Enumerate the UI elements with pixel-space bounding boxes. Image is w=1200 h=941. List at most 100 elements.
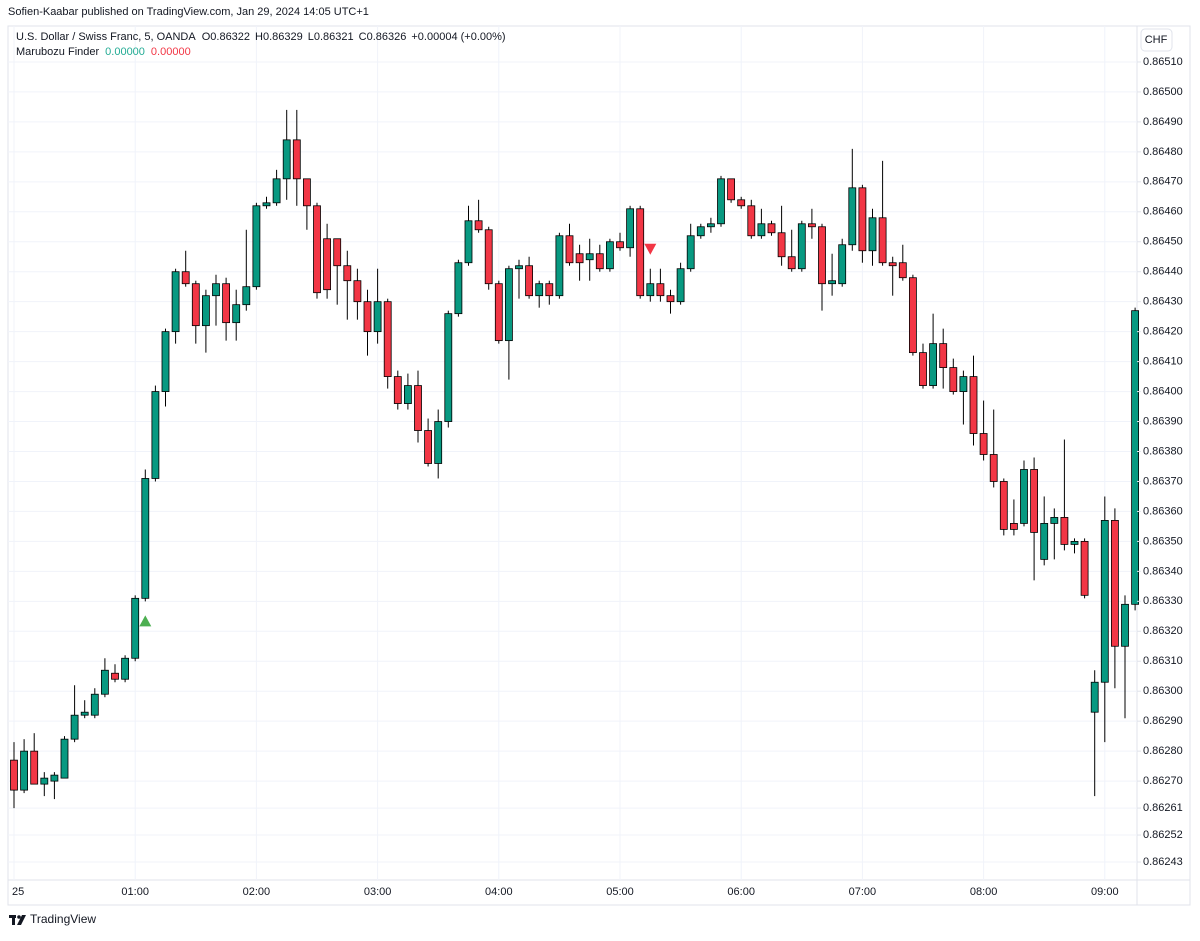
candle-body: [484, 229, 493, 285]
candle-body: [424, 430, 433, 464]
candle-body: [232, 304, 241, 324]
candle-body: [464, 220, 473, 264]
candle-body: [737, 199, 746, 207]
candle-body: [878, 217, 887, 264]
candle-body: [1111, 520, 1119, 647]
x-tick-label: 25: [12, 886, 24, 898]
x-tick-label: 01:00: [121, 886, 149, 898]
candle-body: [646, 283, 655, 297]
candle-body: [292, 139, 301, 180]
candle-body: [171, 271, 180, 333]
signal-marker: [644, 243, 657, 255]
candle-body: [959, 376, 968, 392]
candle-body: [504, 268, 513, 342]
candle-body: [555, 235, 564, 297]
y-tick-label: 0.86490: [1143, 116, 1183, 128]
candle-body: [383, 301, 392, 377]
currency-button[interactable]: [1140, 28, 1173, 52]
y-tick-label: 0.86390: [1143, 415, 1183, 427]
candle-body: [343, 265, 352, 282]
candle-body: [666, 295, 675, 303]
footer-logo: [9, 915, 26, 925]
candle-body: [777, 232, 786, 258]
y-tick-label: 0.86430: [1143, 296, 1183, 308]
candle-body: [40, 777, 49, 785]
candle-body: [949, 367, 958, 392]
candle-body: [1060, 517, 1069, 545]
currency-label[interactable]: CHF: [1145, 34, 1168, 46]
candle-body: [636, 208, 645, 297]
indicator-value: 0.00000: [151, 46, 191, 58]
candle-body: [282, 139, 291, 180]
candle-body: [919, 352, 927, 386]
candle-body: [535, 283, 544, 297]
candle-body: [727, 178, 735, 201]
candle-body: [595, 253, 604, 270]
candle-body: [525, 265, 533, 297]
candle-body: [101, 669, 109, 695]
y-tick-label: 0.86320: [1143, 625, 1183, 637]
candle-body: [828, 280, 836, 285]
candle-body: [565, 235, 574, 264]
y-tick-label: 0.86450: [1143, 236, 1183, 248]
candle-body: [1131, 310, 1139, 605]
y-tick-label: 0.86360: [1143, 505, 1183, 517]
candle-body: [80, 711, 89, 716]
candle-body: [868, 217, 877, 252]
legend-change: +0.00004 (+0.00%): [411, 31, 505, 43]
candle-body: [626, 208, 634, 249]
candle-body: [323, 238, 332, 291]
candle-body: [90, 693, 99, 716]
candle-body: [474, 220, 483, 231]
candle-body: [70, 714, 79, 740]
candle-body: [10, 759, 18, 791]
candle-body: [252, 205, 261, 288]
legend: U.S. Dollar / Swiss Franc, 5, OANDA O0.8…: [16, 31, 506, 58]
candle-body: [262, 202, 271, 207]
y-tick-label: 0.86261: [1143, 802, 1183, 814]
candle-body: [888, 262, 897, 267]
y-tick-label: 0.86400: [1143, 385, 1183, 397]
candle-body: [1050, 517, 1059, 524]
candle-body: [999, 481, 1008, 530]
candle-body: [60, 738, 69, 779]
candle-body: [121, 657, 129, 680]
x-tick-label: 09:00: [1091, 886, 1119, 898]
candle-body: [616, 241, 624, 249]
y-tick-label: 0.86340: [1143, 565, 1183, 577]
legend-high: H0.86329: [255, 31, 303, 43]
x-tick-label: 02:00: [243, 886, 271, 898]
legend-close: C0.86326: [359, 31, 407, 43]
candle-body: [1080, 540, 1089, 596]
candle-body: [1100, 520, 1109, 683]
y-tick-label: 0.86470: [1143, 176, 1183, 188]
candle-body: [30, 750, 39, 785]
candle-body: [545, 283, 554, 297]
logo-part: [17, 915, 26, 925]
candle-body: [242, 286, 251, 306]
x-tick-label: 05:00: [606, 886, 634, 898]
candle-body: [302, 178, 311, 207]
y-tick-label: 0.86440: [1143, 266, 1183, 278]
candle-body: [838, 244, 847, 285]
y-tick-label: 0.86350: [1143, 535, 1183, 547]
candle-body: [131, 597, 140, 659]
candle-body: [767, 223, 776, 234]
candle-body: [111, 672, 119, 680]
candle-body: [969, 376, 978, 434]
candle-body: [717, 178, 725, 225]
candle-body: [696, 226, 705, 237]
candle-body: [1030, 469, 1038, 533]
candle-body: [939, 343, 948, 369]
candle-body: [858, 187, 867, 252]
logo-part: [12, 915, 15, 925]
footer-brand: TradingView: [30, 912, 96, 926]
candle-body: [1121, 603, 1129, 647]
candle-body: [656, 283, 665, 297]
y-tick-label: 0.86270: [1143, 775, 1183, 787]
candle-body: [212, 283, 220, 297]
x-tick-label: 07:00: [849, 886, 877, 898]
candle-body: [373, 301, 382, 333]
